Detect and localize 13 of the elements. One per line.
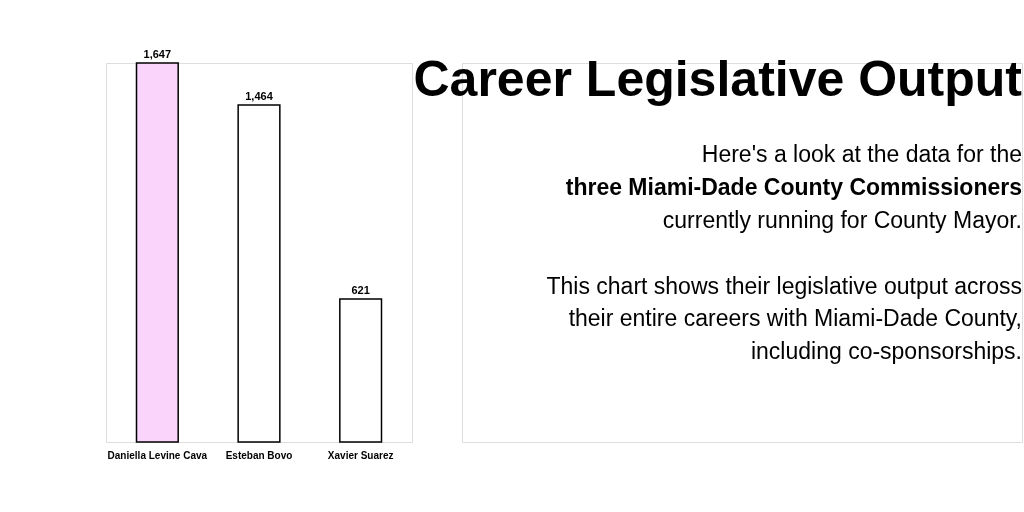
text: including co-sponsorships. <box>750 338 1022 364</box>
x-tick-label: Daniella Levine Cava <box>107 449 208 461</box>
data-label: 1,464 <box>245 90 274 103</box>
text: three Miami-Dade County Commissioners <box>565 174 1022 200</box>
text: Career Legislative Output <box>413 51 1023 107</box>
data-label: 621 <box>351 284 370 297</box>
x-tick-label: Esteban Bovo <box>225 449 293 461</box>
text: Here's a look at the data for the <box>701 141 1022 167</box>
text: This chart shows their legislative output across <box>546 273 1022 299</box>
text: their entire careers with Miami-Dade County, <box>568 305 1022 331</box>
data-label: 1,647 <box>143 48 172 60</box>
x-tick-label: Xavier Suarez <box>327 449 394 461</box>
text: currently running for County Mayor. <box>662 207 1022 233</box>
